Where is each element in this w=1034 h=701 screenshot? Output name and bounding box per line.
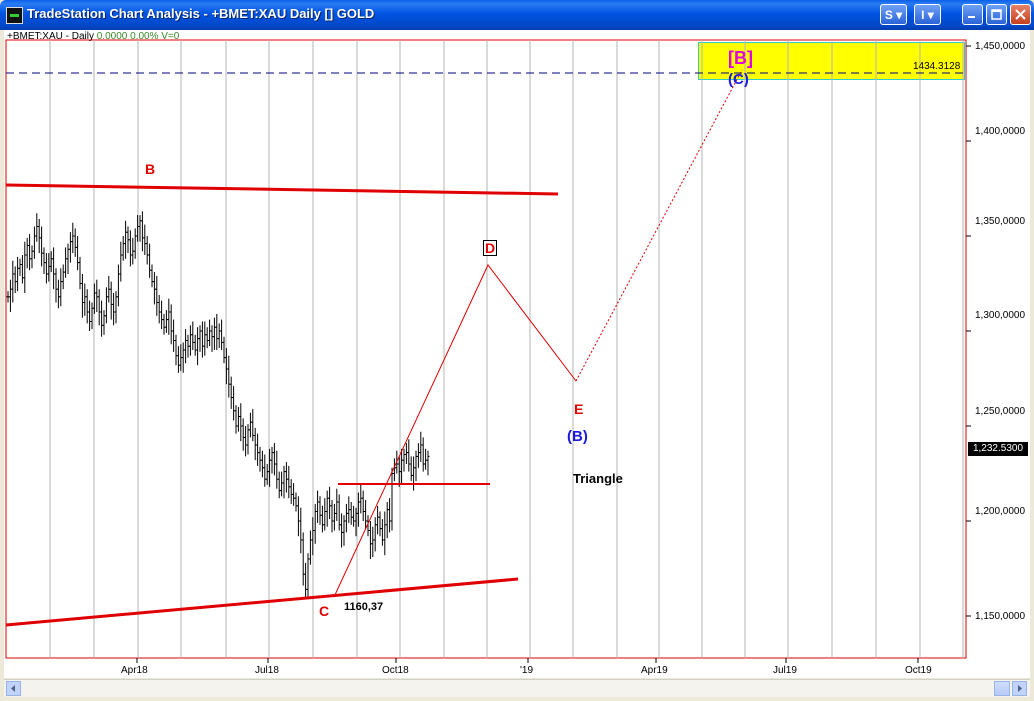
price-tick-label: 1,200,0000 [975, 506, 1026, 517]
symbol-name: +BMET:XAU - Daily [7, 31, 94, 42]
time-tick-label: '19 [520, 665, 534, 676]
time-tick-label: Jul18 [255, 665, 279, 676]
minimize-button[interactable] [962, 4, 983, 25]
window-title: TradeStation Chart Analysis - +BMET:XAU … [27, 6, 375, 21]
target-projection-line [575, 69, 743, 382]
price-tick-label: 1,300,0000 [975, 310, 1026, 321]
title-bar: TradeStation Chart Analysis - +BMET:XAU … [0, 0, 1034, 30]
wave-label-c-intermediate: (C) [728, 71, 749, 88]
target-price-label: 1434.3128 [913, 61, 961, 72]
symbol-info: +BMET:XAU - Daily 0.0000 0.00% V=0 [7, 31, 179, 42]
price-tick-label: 1,250,0000 [975, 406, 1026, 417]
time-tick-label: Oct19 [905, 665, 932, 676]
wave-label-e: E [574, 401, 584, 417]
upper-trendline [5, 183, 559, 196]
arrow-left-icon [11, 685, 15, 692]
time-tick-label: Jul19 [773, 665, 797, 676]
symbol-values: 0.0000 0.00% V=0 [96, 31, 180, 42]
wave-label-d: D [483, 240, 498, 256]
price-tick-label: 1,350,0000 [975, 216, 1026, 227]
price-bars [6, 211, 430, 599]
scroll-right-button[interactable] [1012, 681, 1027, 696]
scroll-thumb[interactable] [994, 681, 1010, 696]
wave-label-b-intermediate: (B) [567, 428, 588, 445]
i-menu-button[interactable]: I ▾ [914, 4, 941, 25]
chart-grid [5, 39, 971, 663]
plot-border [5, 39, 967, 659]
lower-trendline [5, 577, 519, 627]
time-tick-label: Apr18 [121, 665, 148, 676]
time-tick-label: Oct18 [382, 665, 409, 676]
chart-drawings [5, 69, 966, 627]
wave-label-b: B [145, 161, 156, 177]
horizontal-scrollbar[interactable] [4, 679, 1030, 697]
close-button[interactable] [1010, 4, 1031, 25]
maximize-icon [991, 9, 1002, 20]
arrow-right-icon [1018, 685, 1022, 692]
minimize-icon [968, 16, 975, 18]
low-price-label: 1160,37 [344, 601, 384, 613]
close-icon [1015, 9, 1026, 20]
price-tick-label: 1,400,0000 [975, 126, 1026, 137]
app-icon[interactable] [6, 7, 23, 24]
last-price-label: 1,232.5300 [968, 442, 1028, 456]
wave-label-c: C [319, 603, 330, 619]
scroll-left-button[interactable] [6, 681, 21, 696]
maximize-button[interactable] [986, 4, 1007, 25]
wave-label-b-primary: [B] [728, 48, 753, 68]
time-tick-label: Apr19 [641, 665, 668, 676]
chart-area[interactable] [4, 30, 1030, 678]
wave-projection-line [333, 264, 577, 598]
triangle-label: Triangle [573, 471, 623, 486]
s-menu-button[interactable]: S ▾ [880, 4, 907, 25]
price-tick-label: 1,150,0000 [975, 611, 1026, 622]
price-tick-label: 1,450,0000 [975, 41, 1026, 52]
